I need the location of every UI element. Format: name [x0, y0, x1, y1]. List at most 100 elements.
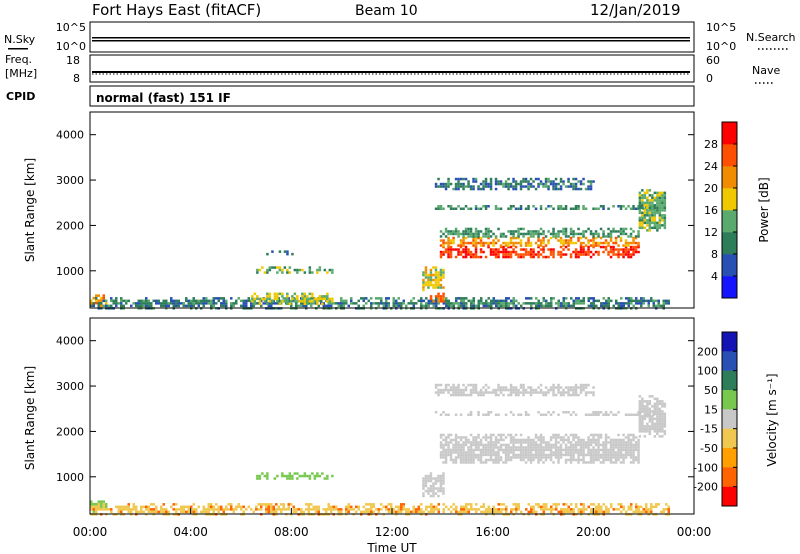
power-feature-9 — [439, 227, 640, 238]
velocity-ytick-label-2: 3000 — [56, 380, 84, 393]
cpid-label: CPID — [6, 90, 35, 103]
date-label: 12/Jan/2019 — [590, 1, 681, 19]
power-colorbar-tick-3: 16 — [704, 204, 718, 217]
velocity-feature-6 — [434, 383, 595, 397]
xtick-label-5: 20:00 — [576, 525, 611, 539]
power-feature-8 — [439, 236, 640, 247]
power-colorbar-swatch-7 — [722, 122, 737, 145]
velocity-colorbar-tick-7: -200 — [693, 481, 718, 494]
velocity-colorbar-swatch-2 — [722, 370, 737, 391]
time-x-axis: 00:00 04:00 08:00 12:00 16:00 20:00 00:00 — [73, 508, 711, 539]
power-colorbar-tick-6: 28 — [704, 138, 718, 151]
velocity-colorbar-tick-4: -15 — [700, 423, 718, 436]
freq-left-tick-bottom: 8 — [73, 72, 80, 85]
power-ylabel: Slant Range [km] — [23, 158, 37, 262]
velocity-colorbar-tick-2: 50 — [704, 384, 718, 397]
noise-left-tick-top: 10^5 — [56, 21, 86, 34]
xtick-label-4: 16:00 — [475, 525, 510, 539]
freq-panel: Freq. [MHz] 18 8 60 0 Nave — [5, 53, 780, 85]
velocity-colorbar-swatch-5 — [722, 428, 737, 449]
velocity-colorbar-swatch-1 — [722, 351, 737, 371]
noise-right-tick-bottom: 10^0 — [706, 40, 736, 53]
power-feature-10 — [434, 205, 655, 210]
power-ytick-label-0: 1000 — [56, 265, 84, 278]
power-y-axis: 1000 2000 3000 4000 — [56, 129, 694, 278]
velocity-colorbar-tick-6: -100 — [693, 461, 718, 474]
velocity-feature-2 — [256, 472, 334, 480]
nave-label: Nave — [752, 64, 780, 77]
xtick-label-3: 12:00 — [375, 525, 410, 539]
noise-search-trace — [92, 37, 690, 39]
noise-left-tick-bottom: 10^0 — [56, 40, 86, 53]
power-colorbar-label: Power [dB] — [757, 177, 771, 242]
noise-sky-trace — [92, 40, 690, 42]
power-feature-11 — [434, 177, 595, 191]
velocity-heatmap — [90, 383, 670, 516]
power-feature-2 — [256, 266, 334, 274]
power-feature-6 — [429, 292, 445, 303]
power-feature-3 — [266, 250, 294, 256]
radar-title: Fort Hays East (fitACF) — [92, 1, 261, 19]
time-xlabel: Time UT — [366, 541, 417, 554]
power-ytick-label-3: 4000 — [56, 129, 84, 142]
power-colorbar-tick-1: 8 — [711, 248, 718, 261]
velocity-feature-7 — [638, 395, 667, 438]
velocity-ytick-label-1: 2000 — [56, 425, 84, 438]
power-colorbar-swatch-3 — [722, 210, 737, 233]
velocity-colorbar-label: Velocity [m s⁻¹] — [765, 373, 779, 466]
power-ytick-label-1: 2000 — [56, 219, 84, 232]
xtick-label-1: 04:00 — [173, 525, 208, 539]
power-colorbar-swatch-4 — [722, 188, 737, 211]
power-colorbar-swatch-5 — [722, 166, 737, 189]
velocity-colorbar-swatch-0 — [722, 332, 737, 352]
velocity-colorbar-swatch-3 — [722, 390, 737, 410]
cpid-value: normal (fast) 151 IF — [96, 91, 231, 105]
power-colorbar-tick-2: 12 — [704, 226, 718, 239]
noise-panel: N.Sky 10^5 10^0 10^5 10^0 N.Search — [4, 21, 796, 53]
velocity-feature-5 — [434, 411, 655, 416]
noise-sky-line-key — [8, 48, 28, 50]
xtick-label-0: 00:00 — [73, 525, 108, 539]
freq-right-tick-bottom: 0 — [706, 72, 713, 85]
power-feature-5 — [422, 266, 445, 292]
velocity-colorbar-swatch-8 — [722, 486, 737, 507]
power-colorbar-swatch-1 — [722, 254, 737, 277]
velocity-ylabel: Slant Range [km] — [23, 366, 37, 470]
xtick-label-2: 08:00 — [274, 525, 309, 539]
freq-left-tick-top: 18 — [66, 54, 80, 67]
velocity-colorbar-tick-1: 100 — [697, 365, 718, 378]
power-colorbar-tick-4: 20 — [704, 182, 718, 195]
power-colorbar-swatch-2 — [722, 232, 737, 255]
beam-label: Beam 10 — [355, 3, 418, 19]
power-feature-7 — [439, 245, 640, 259]
power-colorbar-tick-5: 24 — [704, 160, 718, 173]
velocity-colorbar-swatch-4 — [722, 409, 737, 429]
velocity-feature-3 — [422, 472, 445, 498]
power-feature-12 — [638, 189, 667, 232]
power-feature-4 — [251, 292, 334, 306]
noise-sky-label: N.Sky — [4, 33, 36, 46]
freq-right-tick-top: 60 — [706, 54, 720, 67]
noise-search-label: N.Search — [746, 31, 796, 44]
power-colorbar-swatch-0 — [722, 276, 737, 299]
freq-trace — [92, 71, 690, 73]
power-colorbar-swatch-6 — [722, 144, 737, 167]
velocity-colorbar-tick-5: -50 — [700, 442, 718, 455]
velocity-colorbar-swatch-7 — [722, 467, 737, 487]
power-colorbar: 4 8 12 16 20 24 28 — [704, 121, 738, 299]
velocity-colorbar-swatch-6 — [722, 448, 737, 468]
velocity-colorbar-tick-3: 15 — [704, 403, 718, 416]
freq-label-2: [MHz] — [5, 67, 37, 80]
velocity-ytick-label-3: 4000 — [56, 335, 84, 348]
velocity-colorbar: 200 100 50 15 -15 -50 -100 -200 — [693, 331, 738, 507]
power-ytick-label-2: 3000 — [56, 174, 84, 187]
velocity-feature-4 — [439, 433, 640, 464]
power-panel: 1000 2000 3000 4000 Slant Range [km] 4 8 12 16… — [23, 111, 771, 310]
freq-label-1: Freq. — [5, 53, 32, 66]
velocity-ytick-label-0: 1000 — [56, 471, 84, 484]
velocity-colorbar-tick-0: 200 — [697, 345, 718, 358]
velocity-y-axis: 1000 2000 3000 4000 — [56, 335, 694, 484]
noise-right-tick-top: 10^5 — [706, 21, 736, 34]
